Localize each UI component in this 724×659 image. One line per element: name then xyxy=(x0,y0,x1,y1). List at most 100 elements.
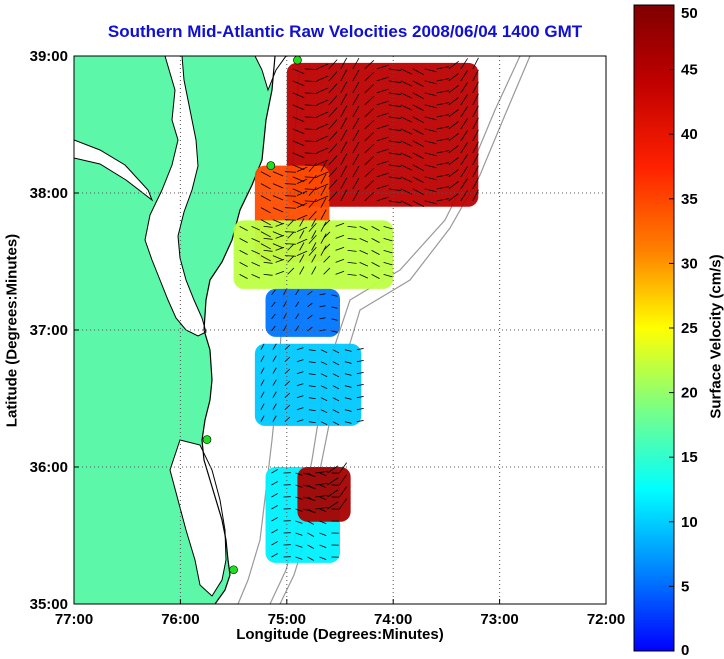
velocity-arrow xyxy=(424,68,437,73)
velocity-arrow xyxy=(364,191,375,202)
colorbar-tick-label: 45 xyxy=(681,62,698,79)
colorbar-tick-label: 15 xyxy=(681,449,698,466)
velocity-arrow xyxy=(388,80,402,84)
velocity-arrow xyxy=(308,175,317,184)
velocity-arrow xyxy=(328,131,338,142)
velocity-arrow xyxy=(327,489,339,498)
velocity-arrow xyxy=(339,486,347,498)
velocity-arrow xyxy=(460,58,468,70)
velocity-arrow xyxy=(359,262,369,267)
velocity-arrow xyxy=(307,544,315,549)
velocity-arrow xyxy=(356,372,364,375)
colorbar-tick-label: 40 xyxy=(681,126,698,143)
velocity-arrow xyxy=(364,179,375,190)
velocity-arrow xyxy=(400,176,413,183)
velocity-arrow xyxy=(332,421,340,426)
velocity-arrow xyxy=(284,231,297,233)
velocity-arrow xyxy=(320,361,328,366)
velocity-arrow xyxy=(296,359,304,363)
velocity-arrow xyxy=(352,69,360,82)
velocity-arrow xyxy=(296,226,308,232)
velocity-arrow xyxy=(304,200,318,203)
velocity-arrow xyxy=(316,87,329,94)
velocity-arrow xyxy=(352,117,360,130)
velocity-arrow xyxy=(263,250,273,252)
velocity-arrow xyxy=(356,420,364,423)
velocity-arrow xyxy=(296,250,308,256)
velocity-arrow xyxy=(316,159,329,166)
velocity-arrow xyxy=(272,255,284,261)
velocity-arrow xyxy=(263,274,273,276)
velocity-arrow xyxy=(436,114,450,118)
velocity-arrow xyxy=(383,274,393,278)
velocity-arrow xyxy=(304,128,318,131)
velocity-arrow xyxy=(436,78,450,82)
velocity-arrow xyxy=(251,250,261,255)
velocity-arrow xyxy=(436,102,450,106)
velocity-arrow xyxy=(356,384,364,387)
velocity-arrow xyxy=(308,163,317,172)
velocity-arrow xyxy=(260,219,271,226)
velocity-arrow xyxy=(340,141,348,154)
velocity-arrow xyxy=(448,157,459,166)
velocity-arrow xyxy=(388,164,402,168)
velocity-arrow xyxy=(371,238,380,244)
velocity-arrow xyxy=(320,173,327,184)
velocity-arrow xyxy=(308,361,316,364)
velocity-arrow xyxy=(364,95,375,106)
velocity-arrow xyxy=(303,484,316,489)
station-marker-station-2 xyxy=(266,161,276,170)
velocity-arrow xyxy=(320,197,327,208)
velocity-arrow xyxy=(335,234,345,239)
velocity-arrow xyxy=(260,243,271,250)
velocity-arrow xyxy=(316,123,329,130)
velocity-arrow xyxy=(327,477,339,486)
velocity-arrow xyxy=(332,373,340,378)
velocity-arrow xyxy=(352,93,360,106)
velocity-arrow xyxy=(239,238,248,244)
velocity-arrow xyxy=(388,188,402,192)
velocity-arrow xyxy=(376,160,389,166)
velocity-arrow xyxy=(347,274,357,276)
velocity-arrow xyxy=(319,293,326,296)
velocity-arrow xyxy=(319,317,326,320)
velocity-arrow xyxy=(260,403,265,410)
velocity-arrow xyxy=(376,172,389,178)
velocity-region-virginia-shelf-central xyxy=(265,288,340,337)
velocity-arrow xyxy=(299,230,305,239)
velocity-arrow xyxy=(251,238,261,243)
velocity-arrow xyxy=(283,325,287,332)
velocity-arrow xyxy=(340,189,348,202)
velocity-arrow xyxy=(295,508,303,512)
velocity-arrow xyxy=(299,218,305,227)
velocity-arrow xyxy=(400,68,413,75)
velocity-arrow xyxy=(328,71,338,82)
velocity-arrow xyxy=(311,230,317,239)
velocity-arrow xyxy=(436,138,450,142)
velocity-arrow xyxy=(308,349,316,352)
velocity-region-chesapeake-mouth-offshore xyxy=(254,343,362,426)
velocity-arrow xyxy=(304,92,318,95)
velocity-arrow xyxy=(311,242,317,251)
velocity-arrow xyxy=(320,209,327,220)
velocity-arrow xyxy=(472,105,479,118)
velocity-arrow xyxy=(376,196,389,202)
velocity-arrow xyxy=(383,250,393,254)
velocity-arrow xyxy=(356,396,364,399)
velocity-arrow xyxy=(304,140,318,143)
velocity-arrow xyxy=(295,313,300,320)
velocity-arrow xyxy=(275,258,285,263)
velocity-arrow xyxy=(388,68,402,72)
colorbar xyxy=(633,4,675,652)
velocity-arrow xyxy=(320,233,327,244)
velocity-arrow xyxy=(260,231,271,238)
velocity-arrow xyxy=(304,152,318,155)
velocity-arrow xyxy=(412,164,425,171)
velocity-arrow xyxy=(472,81,479,94)
velocity-arrow xyxy=(460,70,468,82)
velocity-arrow xyxy=(436,66,450,70)
velocity-arrow xyxy=(284,392,291,398)
velocity-arrow xyxy=(315,471,329,474)
velocity-arrow xyxy=(347,238,357,240)
velocity-arrow xyxy=(328,59,338,70)
